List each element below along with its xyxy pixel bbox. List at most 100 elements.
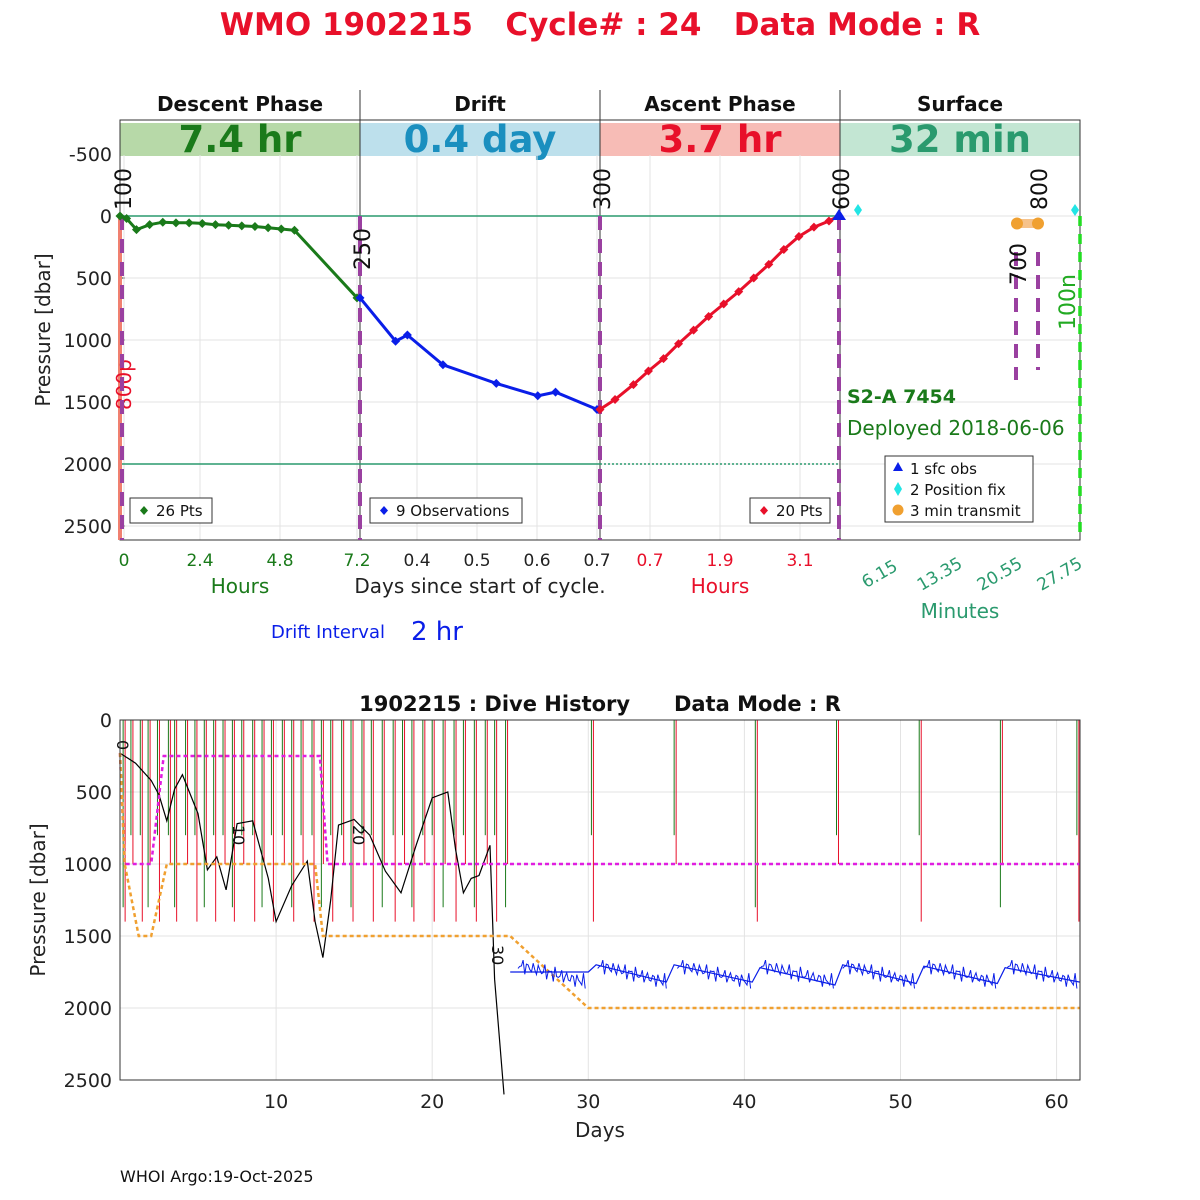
profile-point (263, 223, 273, 233)
annotation-label: 100n (1056, 274, 1081, 330)
bottom-y-tick-label: 2500 (64, 1070, 112, 1092)
annotation-label: 100 (112, 168, 137, 210)
profile-point (145, 220, 155, 230)
profile-point (122, 213, 132, 223)
bottom-y-tick-label: 1500 (64, 926, 112, 948)
profile-point (158, 217, 168, 227)
profile-point (210, 220, 220, 230)
dive-history-series (118, 753, 1080, 866)
top-x-tick-label: 2.4 (186, 551, 213, 571)
phase-band (600, 123, 840, 156)
position-fix-marker (1071, 204, 1079, 216)
top-x-tick-label: 27.75 (1034, 554, 1086, 596)
profile-point (115, 211, 125, 221)
profile-point (131, 225, 141, 235)
float-id-label: S2-A 7454 (847, 386, 956, 408)
profile-point (184, 218, 194, 228)
y-axis-label-top: Pressure [dbar] (31, 253, 55, 406)
profile-series-line (119, 214, 359, 299)
bottom-x-tick-label: 50 (888, 1091, 912, 1113)
bottom-x-tick-label: 60 (1044, 1091, 1068, 1113)
phase-duration: 3.7 hr (658, 118, 782, 161)
top-x-tick-label: 3.1 (786, 551, 813, 571)
profile-point (491, 378, 501, 388)
top-x-tick-label: 0.5 (463, 551, 490, 571)
bottom-y-tick-label: 1000 (64, 854, 112, 876)
phase-x-unit: Hours (211, 574, 270, 598)
bottom-plot-frame (119, 719, 1081, 1081)
profile-point (250, 222, 260, 232)
phase-band (360, 123, 600, 156)
profile-point (533, 391, 543, 401)
top-y-tick-label: 1500 (64, 392, 112, 414)
top-y-tick-label: 2000 (64, 454, 112, 476)
bottom-y-tick-label: 2000 (64, 998, 112, 1020)
cycle-number-label: 0 (113, 740, 132, 750)
profile-point (551, 387, 561, 397)
phase-header: Descent Phase (157, 92, 323, 116)
phase-band (120, 123, 360, 156)
profile-point (824, 216, 834, 226)
phase-header: Drift (454, 92, 506, 116)
series-legend-marker (380, 506, 388, 515)
profile-point (391, 336, 401, 346)
top-x-tick-label: 0.6 (523, 551, 550, 571)
phase-duration: 0.4 day (404, 118, 557, 161)
annotation-label: 300 (591, 168, 616, 210)
series-legend-box (369, 497, 523, 524)
profile-point (402, 330, 412, 340)
bottom-y-tick-label: 500 (76, 782, 112, 804)
profile-point (628, 380, 638, 390)
position-fix-marker (854, 204, 862, 216)
top-x-tick-label: 1.9 (706, 551, 733, 571)
top-x-tick-label: 6.15 (859, 556, 902, 592)
dive-history-chart: 0 500 1000 1500 2000 2500 10 20 30 40 50 60 0 10 20 30 (64, 710, 1081, 1113)
profile-point (734, 287, 744, 297)
profile-point (719, 299, 729, 309)
annotation-label: 600 (830, 168, 855, 210)
profile-point (438, 360, 448, 370)
drift-pressure-trace (923, 959, 997, 989)
annotation-label: 700 (1007, 243, 1032, 285)
surface-legend-box (884, 455, 1034, 523)
profile-point (355, 293, 365, 303)
drift-pressure-trace (597, 959, 667, 989)
bottom-y-tick-label: 0 (100, 710, 112, 732)
footer-credit: WHOI Argo:19-Oct-2025 (120, 1167, 314, 1186)
top-y-tick-label: -500 (69, 144, 112, 166)
profile-point (704, 311, 714, 321)
profile-point (643, 366, 653, 376)
profile-point (224, 220, 234, 230)
phase-x-unit: Hours (691, 574, 750, 598)
transmit-bar (1016, 219, 1040, 228)
profile-point (794, 231, 804, 241)
x-axis-label-bottom: Days (575, 1118, 625, 1142)
transmit-marker (1032, 217, 1044, 230)
profile-point (779, 244, 789, 254)
drift-pressure-trace (1006, 959, 1078, 989)
profile-point (809, 222, 819, 232)
bottom-x-tick-label: 30 (576, 1091, 600, 1113)
top-x-tick-label: 0.7 (583, 551, 610, 571)
bottom-plot-area (120, 720, 1080, 1080)
top-x-tick-label: 7.2 (343, 551, 370, 571)
profile-point (171, 218, 181, 228)
phase-header: Surface (917, 92, 1003, 116)
phase-header: Ascent Phase (644, 92, 795, 116)
surface-legend-marker (894, 482, 902, 496)
drift-pressure-trace (842, 959, 915, 989)
profile-point (749, 273, 759, 283)
profile-point (764, 259, 774, 269)
top-y-tick-label: 500 (76, 268, 112, 290)
top-x-tick-label: 0 (119, 551, 130, 571)
series-legend-label: 9 Observations (396, 502, 510, 520)
profile-point (289, 225, 299, 235)
profile-point (595, 404, 605, 414)
drift-pressure-trace (517, 959, 586, 989)
top-x-tick-label: 0.7 (636, 551, 663, 571)
cycle-number-label: 20 (349, 825, 368, 845)
phase-x-unit: Minutes (921, 599, 1000, 623)
bottom-x-tick-label: 40 (732, 1091, 756, 1113)
